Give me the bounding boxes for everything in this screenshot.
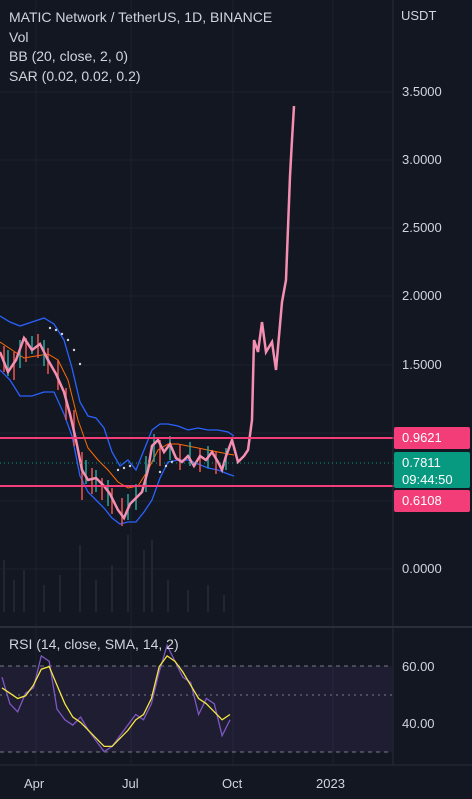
volume-bars [3, 535, 225, 612]
currency-label: USDT [401, 8, 437, 23]
price-tick: 3.0000 [402, 152, 442, 167]
time-tick: Apr [24, 776, 45, 791]
bb-basis [0, 341, 235, 489]
price-tick: 1.5000 [402, 357, 442, 372]
parabolic-sar [48, 326, 174, 474]
bollinger-indicator-label[interactable]: BB (20, close, 2, 0) [9, 48, 129, 64]
rsi-indicator-label[interactable]: RSI (14, close, SMA, 14, 2) [9, 636, 179, 652]
bb-upper [0, 315, 235, 472]
rsi-tick: 40.00 [402, 716, 435, 731]
price-tick: 2.5000 [402, 220, 442, 235]
time-tick: Jul [122, 776, 139, 791]
last-price-badge[interactable] [394, 452, 470, 488]
sar-indicator-label[interactable]: SAR (0.02, 0.02, 0.2) [9, 67, 141, 84]
rsi-band-fill [0, 666, 392, 752]
time-tick: Oct [222, 776, 243, 791]
price-tick: 2.0000 [402, 288, 442, 303]
price-tick: 3.5000 [402, 84, 442, 99]
grid [0, 0, 392, 765]
last-price-label: 0.7811 [402, 455, 441, 470]
price-tick: 0.0000 [402, 561, 442, 576]
symbol-title[interactable]: MATIC Network / TetherUS, 1D, BINANCE [9, 9, 273, 25]
rsi-sma-line [1, 655, 231, 748]
price-projection-line [0, 105, 296, 521]
support-badge[interactable] [394, 490, 470, 512]
rsi-tick: 60.00 [402, 659, 435, 674]
candle-countdown: 09:44:50 [402, 472, 453, 487]
resistance-price-label: 0.9621 [402, 430, 442, 445]
support-price-label: 0.6108 [402, 493, 442, 508]
resistance-badge[interactable] [394, 427, 470, 449]
time-tick: 2023 [316, 776, 345, 791]
chart-legend: MATIC Network / TetherUS, 1D, BINANCE Vo… [9, 8, 272, 86]
price-candles [3, 334, 227, 526]
volume-indicator-label[interactable]: Vol [9, 28, 29, 45]
